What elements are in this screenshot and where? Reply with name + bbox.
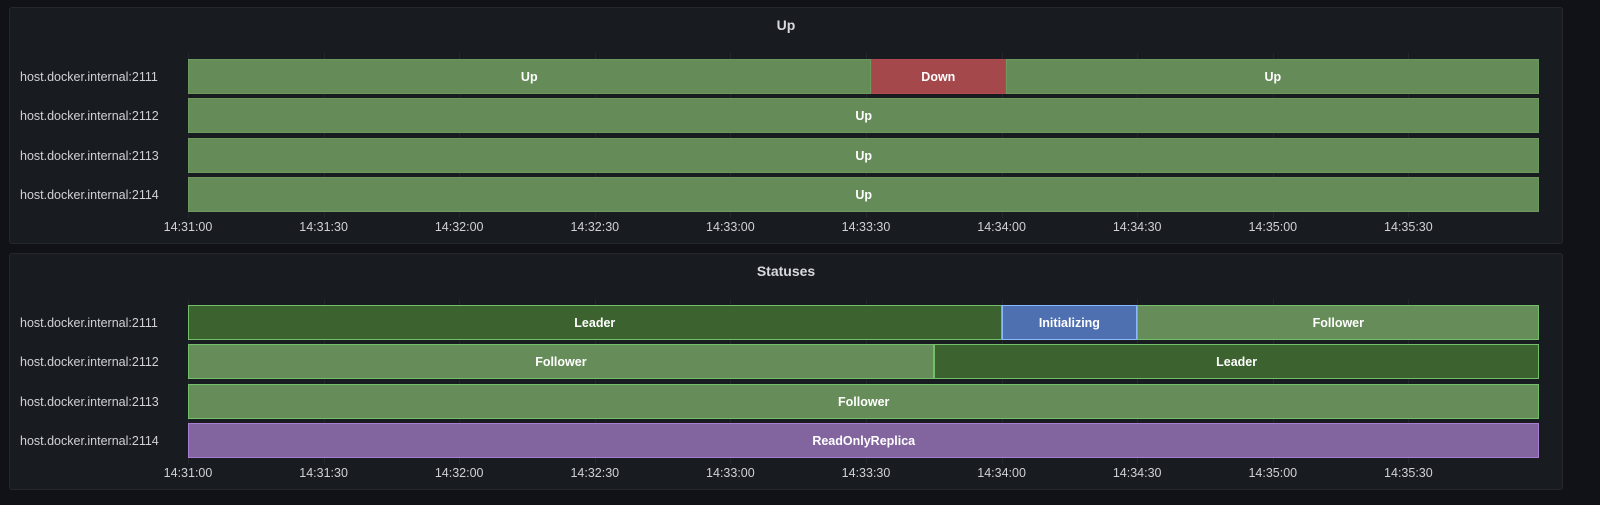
state-segment-label: Initializing: [1038, 315, 1100, 330]
x-axis-tick-label: 14:31:30: [299, 220, 348, 234]
grid-line: [1001, 53, 1003, 218]
grid-line: [866, 299, 867, 464]
state-segment-label: ReadOnlyReplica: [812, 433, 916, 448]
row-label: host.docker.internal:2114: [20, 433, 159, 448]
grid-line: [323, 53, 325, 218]
grid-line: [188, 299, 189, 464]
state-segment-down[interactable]: Down: [870, 59, 1007, 94]
x-axis-tick-label: 14:34:30: [1112, 466, 1162, 480]
x-axis-tick-label: 14:34:00: [977, 220, 1026, 234]
row-label: host.docker.internal:2113: [20, 394, 159, 409]
row-label: host.docker.internal:2112: [20, 108, 159, 123]
row-label: host.docker.internal:2113: [20, 148, 159, 163]
x-axis-tick-label: 14:32:00: [434, 220, 484, 234]
state-segment-follower[interactable]: Follower: [1137, 305, 1540, 340]
state-segment-up[interactable]: Up: [188, 59, 871, 94]
state-segment-label: Up: [855, 108, 873, 123]
x-axis-tick-label: 14:32:00: [434, 466, 484, 480]
state-segment-label: Up: [855, 187, 873, 202]
state-segment-label: Follower: [535, 354, 587, 369]
row-label: host.docker.internal:2111: [20, 315, 158, 330]
state-segment-label: Up: [520, 69, 538, 84]
x-axis-tick-label: 14:34:00: [977, 466, 1026, 480]
state-segment-label: Down: [921, 69, 956, 84]
state-segment-follower[interactable]: Follower: [188, 344, 934, 379]
state-segment-up[interactable]: Up: [188, 98, 1540, 133]
x-axis-tick-label: 14:32:30: [570, 220, 620, 234]
x-axis-tick-label: 14:33:00: [706, 220, 755, 234]
grid-line: [594, 53, 596, 218]
grid-line: [1272, 53, 1274, 218]
panel-title: Statuses: [756, 263, 816, 279]
x-axis-tick-label: 14:33:30: [841, 220, 891, 234]
state-segment-label: Follower: [1312, 315, 1365, 330]
x-axis-tick-label: 14:35:30: [1384, 466, 1433, 480]
state-segment-label: Leader: [574, 315, 616, 330]
state-segment-leader[interactable]: Leader: [188, 305, 1002, 340]
panel-up[interactable]: Up host.docker.internal:2111 Up Down Up host.…: [9, 7, 1563, 244]
x-axis-tick-label: 14:31:30: [299, 466, 348, 480]
state-segment-label: Up: [855, 148, 873, 163]
panel-title: Up: [776, 17, 796, 33]
grid-line: [730, 53, 732, 218]
x-axis-tick-label: 14:35:00: [1248, 466, 1298, 480]
x-axis-tick-label: 14:35:00: [1248, 220, 1298, 234]
row-label: host.docker.internal:2112: [20, 354, 159, 369]
grid-line: [1001, 299, 1003, 464]
x-axis-tick-label: 14:35:30: [1384, 220, 1433, 234]
grid-line: [594, 299, 596, 464]
state-segment-follower[interactable]: Follower: [188, 384, 1540, 419]
grid-line: [866, 53, 867, 218]
state-segment-up[interactable]: Up: [188, 177, 1540, 212]
grid-line: [1272, 299, 1274, 464]
grid-line: [1408, 299, 1410, 464]
state-segment-up[interactable]: Up: [1006, 59, 1540, 94]
state-segment-label: Leader: [1216, 354, 1258, 369]
state-segment-initializing[interactable]: Initializing: [1001, 305, 1138, 340]
state-segment-readonly[interactable]: ReadOnlyReplica: [188, 423, 1540, 458]
grid-line: [730, 299, 732, 464]
state-segment-leader[interactable]: Leader: [933, 344, 1540, 379]
x-axis-tick-label: 14:31:00: [163, 466, 213, 480]
grid-line: [459, 53, 461, 218]
grid-line: [1408, 53, 1410, 218]
x-axis-tick-label: 14:31:00: [163, 220, 213, 234]
grid-line: [323, 299, 325, 464]
row-label: host.docker.internal:2114: [20, 187, 159, 202]
panel-statuses[interactable]: Statuses host.docker.internal:2111 Leader I…: [9, 253, 1563, 490]
grid-line: [459, 299, 461, 464]
grid-line: [1137, 299, 1139, 464]
state-segment-label: Follower: [838, 394, 890, 409]
state-segment-label: Up: [1264, 69, 1282, 84]
grid-line: [1137, 53, 1139, 218]
state-segment-up[interactable]: Up: [188, 138, 1540, 173]
x-axis-tick-label: 14:33:00: [706, 466, 755, 480]
x-axis-tick-label: 14:34:30: [1112, 220, 1162, 234]
x-axis-tick-label: 14:32:30: [570, 466, 620, 480]
x-axis-tick-label: 14:33:30: [841, 466, 891, 480]
grid-line: [188, 53, 189, 218]
row-label: host.docker.internal:2111: [20, 69, 158, 84]
